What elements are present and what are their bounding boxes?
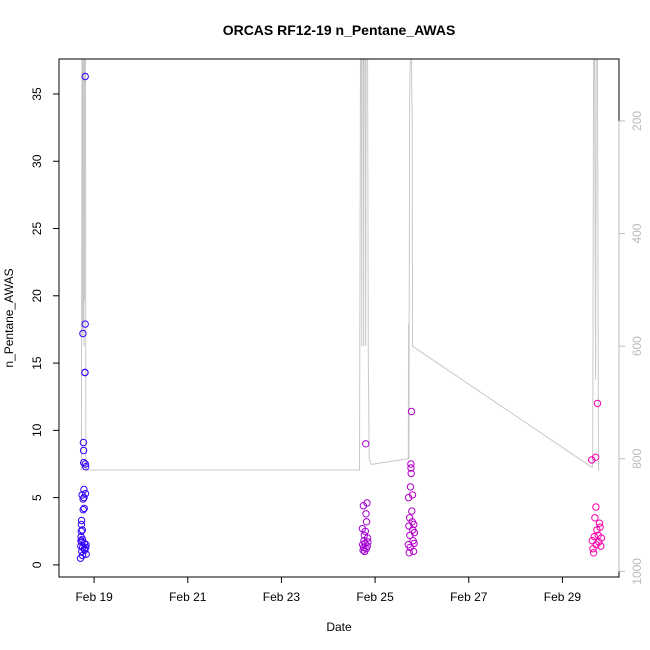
data-point (591, 453, 600, 461)
data-point (592, 503, 600, 511)
x-tick-label: Feb 21 (169, 590, 207, 604)
data-point (595, 538, 603, 546)
data-point (588, 456, 596, 464)
y-tick-label: 20 (30, 289, 44, 303)
y2-tick-label: 800 (630, 448, 644, 468)
data-point (361, 527, 369, 535)
data-point (591, 514, 599, 522)
data-point (410, 528, 419, 537)
data-point (81, 489, 90, 498)
x-tick-label: Feb 23 (263, 590, 301, 604)
data-point (362, 440, 370, 448)
data-point (410, 520, 418, 529)
data-point (405, 549, 413, 557)
chart-title: ORCAS RF12-19 n_Pentane_AWAS (223, 22, 456, 38)
data-point (363, 534, 372, 542)
data-point (593, 399, 602, 408)
data-point (77, 520, 86, 529)
data-point (407, 464, 415, 472)
data-point (82, 550, 90, 558)
data-point (407, 460, 415, 468)
x-tick-label: Feb 27 (450, 590, 488, 604)
data-point (81, 72, 89, 81)
data-point (597, 542, 605, 550)
data-point (79, 438, 88, 447)
data-point (364, 538, 372, 546)
x-axis-label: Date (326, 620, 352, 634)
data-point (78, 526, 87, 534)
data-point (77, 516, 86, 525)
data-point (79, 329, 87, 338)
data-point (81, 460, 90, 468)
data-point (589, 549, 598, 557)
data-point (590, 532, 598, 541)
y-tick-label: 15 (30, 356, 44, 370)
y-tick-label: 25 (30, 222, 44, 236)
data-point (410, 539, 418, 548)
data-point (82, 541, 90, 549)
y2-tick-label: 1000 (630, 558, 644, 585)
y-tick-label: 0 (30, 561, 44, 568)
y-tick-label: 35 (30, 87, 44, 101)
data-point (363, 542, 371, 550)
data-point (362, 518, 371, 526)
data-point (409, 547, 418, 556)
data-point (79, 506, 87, 514)
data-point (80, 493, 88, 502)
y2-tick-label: 200 (630, 111, 644, 131)
x-tick-label: Feb 25 (356, 590, 394, 604)
y2-tick-label: 400 (630, 223, 644, 243)
plot-frame (58, 58, 620, 578)
y-tick-label: 5 (30, 494, 44, 501)
data-point (408, 507, 416, 515)
data-point (596, 523, 604, 531)
y-tick-label: 10 (30, 423, 44, 437)
altitude-line (80, 59, 600, 471)
data-point (82, 463, 90, 471)
data-point (362, 510, 370, 518)
data-point (80, 504, 88, 513)
y-axis-label: n_Pentane_AWAS (2, 268, 16, 367)
data-point (81, 368, 89, 377)
data-point (406, 483, 415, 491)
data-point (597, 534, 606, 542)
data-point (78, 535, 87, 543)
y2-tick-label: 600 (630, 336, 644, 356)
x-tick-label: Feb 29 (544, 590, 582, 604)
data-point (408, 491, 417, 499)
y-tick-label: 30 (30, 154, 44, 168)
data-point (80, 458, 88, 467)
data-point (363, 499, 371, 507)
data-point (405, 514, 414, 522)
data-point (407, 407, 416, 416)
plot-area: Feb 19 Feb 21 Feb 23 Feb 25 Feb 27 Feb 29 0 5 10… (30, 58, 644, 604)
data-point (81, 320, 89, 328)
x-tick-label: Feb 19 (75, 590, 113, 604)
data-point (79, 446, 88, 455)
data-point (80, 485, 88, 494)
data-point (595, 519, 604, 527)
data-point (407, 469, 415, 478)
